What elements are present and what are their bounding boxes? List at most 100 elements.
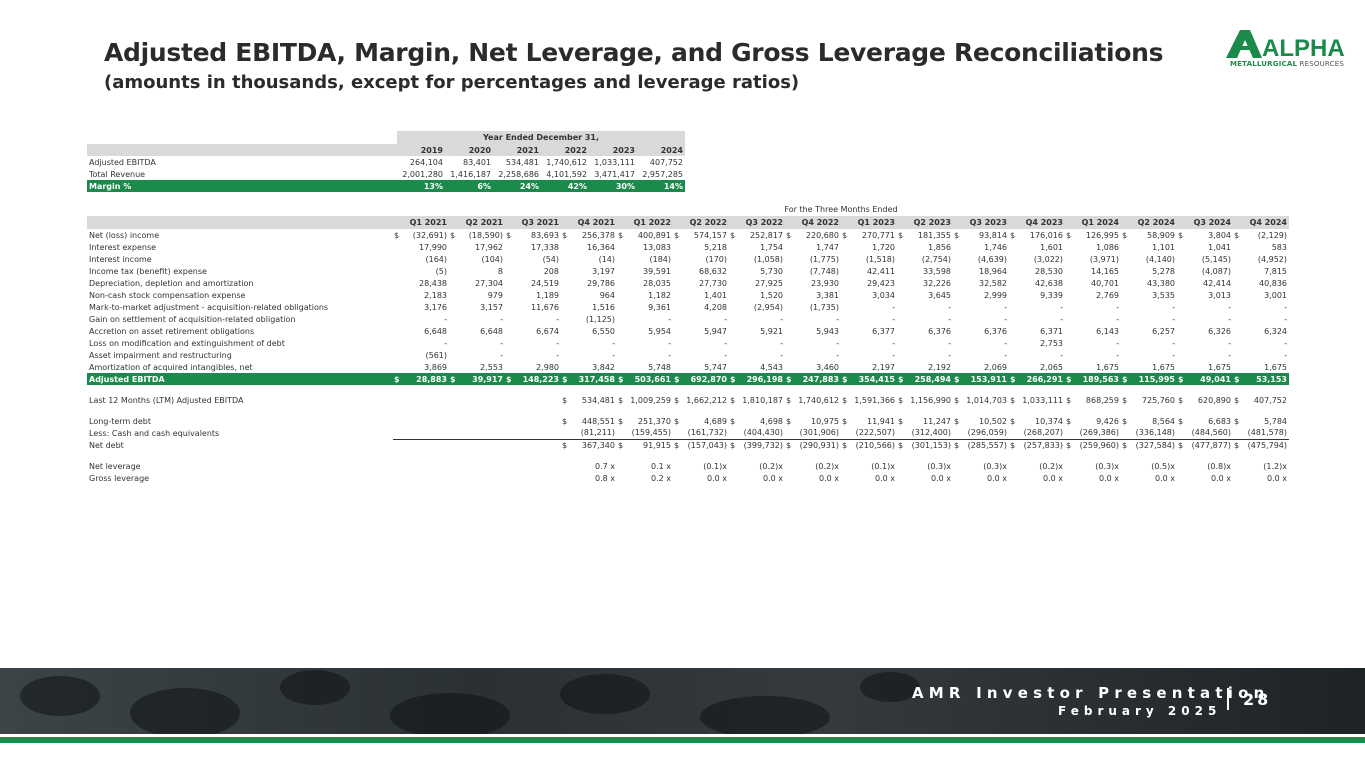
quarter-cell: 42,411 bbox=[867, 266, 895, 276]
quarter-cell: 6,376 bbox=[984, 326, 1007, 336]
currency-symbol bbox=[393, 289, 403, 301]
quarter-cell: 1,675 bbox=[1264, 362, 1287, 372]
quarter-cell: 1,746 bbox=[984, 242, 1007, 252]
quarter-cell: 220,680 bbox=[805, 230, 839, 240]
currency-symbol bbox=[561, 241, 571, 253]
quarter-cell: 3,842 bbox=[592, 362, 615, 372]
quarter-cell: 181,355 bbox=[917, 230, 951, 240]
currency-symbol bbox=[393, 241, 403, 253]
empty-cell bbox=[403, 427, 449, 440]
quarter-cell: 1,401 bbox=[704, 290, 727, 300]
quarter-cell: 1,747 bbox=[816, 242, 839, 252]
currency-symbol bbox=[897, 337, 907, 349]
annual-group-header: Year Ended December 31, bbox=[397, 131, 685, 144]
currency-symbol: $ bbox=[1121, 373, 1131, 385]
currency-symbol bbox=[785, 427, 795, 440]
currency-symbol bbox=[1177, 325, 1187, 337]
annual-cell: 264,104 bbox=[409, 157, 443, 167]
annual-year-header: 2020 bbox=[445, 144, 493, 156]
quarter-cell: 1,033,111 bbox=[1022, 395, 1063, 405]
quarter-row-label: Net leverage bbox=[89, 461, 141, 471]
quarter-cell: (159,455) bbox=[627, 427, 673, 440]
annual-cell: 14% bbox=[637, 180, 685, 192]
quarter-header: Q1 2021 bbox=[393, 216, 449, 229]
quarter-cell: 3,645 bbox=[928, 290, 951, 300]
currency-symbol bbox=[1233, 361, 1243, 373]
currency-symbol bbox=[841, 325, 851, 337]
quarter-cell: - bbox=[1284, 314, 1287, 324]
quarter-cell: 6,376 bbox=[928, 326, 951, 336]
currency-symbol bbox=[561, 472, 571, 484]
quarter-cell: 2,192 bbox=[928, 362, 951, 372]
currency-symbol bbox=[505, 289, 515, 301]
currency-symbol bbox=[1065, 253, 1075, 265]
quarter-cell: 2,183 bbox=[424, 290, 447, 300]
quarter-cell: 9,426 bbox=[1096, 416, 1119, 426]
currency-symbol bbox=[449, 265, 459, 277]
empty-cell bbox=[403, 460, 449, 472]
currency-symbol bbox=[1177, 460, 1187, 472]
quarter-cell: 33,598 bbox=[923, 266, 951, 276]
currency-symbol: $ bbox=[785, 373, 795, 385]
quarter-cell: (7,748) bbox=[809, 266, 839, 276]
quarter-cell: - bbox=[780, 314, 783, 324]
quarter-cell: 2,769 bbox=[1096, 290, 1119, 300]
quarter-row-label: Interest expense bbox=[89, 242, 157, 252]
currency-symbol: $ bbox=[954, 440, 960, 450]
currency-symbol bbox=[1233, 289, 1243, 301]
quarter-cell: (296,059) bbox=[963, 427, 1009, 440]
quarter-cell: 49,041 bbox=[1187, 373, 1233, 385]
currency-symbol bbox=[673, 361, 683, 373]
annual-row-label: Margin % bbox=[87, 180, 397, 192]
quarter-cell: 29,786 bbox=[587, 278, 615, 288]
quarter-cell: 296,198 bbox=[739, 373, 785, 385]
currency-symbol bbox=[729, 325, 739, 337]
currency-symbol bbox=[1121, 301, 1131, 313]
quarter-cell: 448,551 bbox=[581, 416, 615, 426]
currency-symbol: $ bbox=[562, 395, 568, 405]
currency-symbol bbox=[1177, 472, 1187, 484]
annual-cell: 4,101,592 bbox=[546, 169, 587, 179]
quarter-row: Non-cash stock compensation expense 2,183… bbox=[87, 289, 1289, 301]
currency-symbol: $ bbox=[1234, 416, 1240, 426]
quarter-cell: (1,518) bbox=[865, 254, 895, 264]
quarter-cell: - bbox=[780, 338, 783, 348]
currency-symbol: $ bbox=[730, 416, 736, 426]
quarter-cell: (4,140) bbox=[1145, 254, 1175, 264]
currency-symbol bbox=[785, 277, 795, 289]
currency-symbol: $ bbox=[617, 373, 627, 385]
quarter-header: Q4 2022 bbox=[785, 216, 841, 229]
currency-symbol bbox=[785, 313, 795, 325]
quarter-cell: - bbox=[892, 338, 895, 348]
currency-symbol bbox=[953, 241, 963, 253]
currency-symbol bbox=[729, 361, 739, 373]
currency-symbol bbox=[897, 301, 907, 313]
quarter-cell: 13,083 bbox=[643, 242, 671, 252]
quarter-cell: (484,560) bbox=[1187, 427, 1233, 440]
quarter-header-label bbox=[87, 216, 393, 229]
currency-symbol bbox=[505, 301, 515, 313]
quarter-cell: (18,590) bbox=[468, 230, 503, 240]
quarter-cell: (285,557) bbox=[967, 440, 1007, 450]
currency-symbol bbox=[841, 277, 851, 289]
quarter-cell: 0.0 x bbox=[1043, 473, 1063, 483]
quarter-cell: - bbox=[836, 350, 839, 360]
empty-cell bbox=[449, 415, 459, 427]
quarter-cell: 28,035 bbox=[643, 278, 671, 288]
quarter-cell: - bbox=[948, 350, 951, 360]
quarter-cell: 1,516 bbox=[592, 302, 615, 312]
quarter-cell: (0.2)x bbox=[1039, 461, 1063, 471]
quarter-row: Gain on settlement of acquisition-relate… bbox=[87, 313, 1289, 325]
currency-symbol bbox=[1177, 265, 1187, 277]
empty-cell bbox=[515, 415, 561, 427]
quarter-cell: 5,954 bbox=[648, 326, 671, 336]
quarterly-group-header: For the Three Months Ended bbox=[784, 205, 898, 214]
quarter-cell: 3,176 bbox=[424, 302, 447, 312]
currency-symbol bbox=[1009, 361, 1019, 373]
annual-year-header: 2023 bbox=[589, 144, 637, 156]
quarter-row: Amortization of acquired intangibles, ne… bbox=[87, 361, 1289, 373]
quarter-cell: 11,941 bbox=[867, 416, 895, 426]
quarter-cell: (161,732) bbox=[683, 427, 729, 440]
currency-symbol bbox=[1233, 277, 1243, 289]
currency-symbol bbox=[1009, 289, 1019, 301]
